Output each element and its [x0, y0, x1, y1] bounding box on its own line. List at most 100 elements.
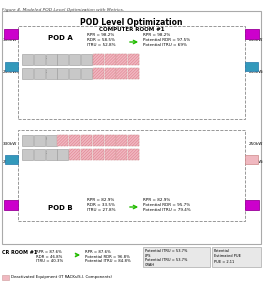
Text: Potential RDR = 97.5%: Potential RDR = 97.5%	[143, 38, 190, 42]
Text: 1: 1	[250, 68, 253, 73]
Bar	[45, 68, 57, 79]
Text: ITRU = 27.8%: ITRU = 27.8%	[87, 208, 115, 212]
Text: 23kW: 23kW	[58, 70, 68, 74]
Text: Figure 4. Modeled POD Level Optimization with Metrics.: Figure 4. Modeled POD Level Optimization…	[2, 8, 124, 12]
Text: 1: 1	[251, 36, 254, 40]
Text: 40u: 40u	[71, 74, 78, 77]
Bar	[45, 135, 57, 146]
Text: 4: 4	[9, 207, 12, 211]
Text: COMPUTER ROOM #1: COMPUTER ROOM #1	[99, 27, 164, 32]
Text: 40u: 40u	[24, 154, 31, 158]
Bar	[57, 68, 68, 79]
Bar	[117, 54, 127, 65]
Text: UPS: UPS	[6, 32, 16, 36]
Bar	[18, 130, 245, 221]
Text: 40u: 40u	[24, 74, 31, 77]
Text: 330kW: 330kW	[3, 38, 17, 42]
Bar	[81, 135, 92, 146]
Text: RDR = 46.8%: RDR = 46.8%	[36, 254, 62, 259]
Text: Potential ITRU = 53.7%: Potential ITRU = 53.7%	[145, 258, 187, 262]
Text: 330kW: 330kW	[3, 142, 17, 146]
Text: Estimated PUE: Estimated PUE	[214, 254, 241, 258]
Text: 3: 3	[251, 207, 254, 211]
Text: 23kW: 23kW	[22, 151, 33, 155]
Bar	[128, 68, 139, 79]
Text: UPS: UPS	[247, 203, 257, 207]
Text: PUE = 2.11: PUE = 2.11	[214, 260, 234, 264]
Bar	[57, 149, 68, 160]
Text: 34u: 34u	[83, 59, 90, 64]
Text: 250kWc: 250kWc	[3, 70, 20, 74]
Text: 19kW: 19kW	[34, 137, 44, 141]
Text: 40u: 40u	[48, 74, 54, 77]
Text: 250kWc: 250kWc	[3, 160, 20, 164]
Bar	[69, 135, 80, 146]
Bar	[22, 54, 33, 65]
Text: LPS: LPS	[145, 254, 151, 258]
Text: 23kW: 23kW	[46, 70, 56, 74]
Bar	[22, 135, 33, 146]
Bar	[81, 54, 92, 65]
Text: Potential RDR = 96.8%: Potential RDR = 96.8%	[85, 254, 130, 259]
Bar	[143, 247, 210, 267]
Bar	[117, 135, 127, 146]
Text: CRAH: CRAH	[6, 158, 18, 161]
Bar	[105, 54, 116, 65]
Text: CRAH: CRAH	[145, 263, 155, 267]
Text: RPR = 87.6%: RPR = 87.6%	[85, 250, 111, 254]
Text: 40u: 40u	[59, 59, 66, 64]
Bar	[2, 275, 9, 280]
Bar	[18, 26, 245, 119]
Text: 40u: 40u	[59, 74, 66, 77]
Text: 40u: 40u	[36, 140, 43, 145]
Text: 2: 2	[10, 68, 13, 73]
Text: 250kW: 250kW	[249, 142, 263, 146]
Bar	[34, 68, 45, 79]
Bar	[105, 135, 116, 146]
Bar	[45, 54, 57, 65]
Text: 250kWc: 250kWc	[249, 70, 263, 74]
Text: 19kW: 19kW	[22, 137, 33, 141]
Bar	[128, 54, 139, 65]
Bar	[57, 135, 68, 146]
Bar	[93, 54, 104, 65]
Text: CRAH: CRAH	[245, 158, 257, 161]
Text: 40u: 40u	[36, 154, 43, 158]
Text: 23kW: 23kW	[22, 56, 33, 60]
Bar	[22, 149, 33, 160]
Text: RDR = 33.5%: RDR = 33.5%	[87, 203, 115, 207]
Bar	[34, 135, 45, 146]
Text: RPR = 82.9%: RPR = 82.9%	[87, 198, 114, 202]
Text: Potential: Potential	[214, 249, 230, 253]
Bar	[22, 68, 33, 79]
Bar	[4, 200, 18, 210]
Text: 66kW: 66kW	[46, 137, 56, 141]
Text: CRAH: CRAH	[245, 64, 257, 68]
Text: 4: 4	[10, 161, 13, 166]
Text: CRAH: CRAH	[6, 64, 18, 68]
Text: POD A: POD A	[48, 35, 73, 41]
Bar	[69, 149, 80, 160]
Text: Potential ITRU = 53.7%: Potential ITRU = 53.7%	[145, 249, 187, 253]
Text: 40u: 40u	[59, 154, 66, 158]
Bar	[93, 149, 104, 160]
Text: Deactivated Equipment (IT RACKs/S.I. Components): Deactivated Equipment (IT RACKs/S.I. Com…	[11, 275, 112, 279]
Bar	[69, 54, 80, 65]
Text: 3: 3	[250, 161, 253, 166]
Text: 23kW: 23kW	[70, 56, 80, 60]
Bar	[245, 62, 258, 71]
Text: 13kW: 13kW	[34, 70, 44, 74]
Text: 34u: 34u	[83, 74, 90, 77]
Bar	[4, 29, 18, 39]
Bar	[81, 68, 92, 79]
Bar	[2, 11, 261, 244]
Bar	[212, 247, 261, 267]
Bar	[128, 135, 139, 146]
Bar	[45, 149, 57, 160]
Text: 23kW: 23kW	[58, 56, 68, 60]
Text: RPR = 98.2%: RPR = 98.2%	[143, 33, 170, 37]
Text: 66kW: 66kW	[82, 56, 92, 60]
Text: 23kW: 23kW	[22, 70, 33, 74]
Text: 28u: 28u	[48, 140, 54, 145]
Bar	[245, 200, 259, 210]
